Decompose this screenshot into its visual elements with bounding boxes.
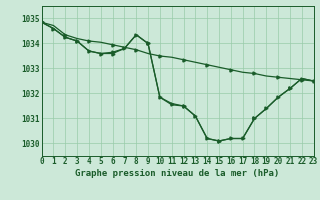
X-axis label: Graphe pression niveau de la mer (hPa): Graphe pression niveau de la mer (hPa) — [76, 169, 280, 178]
